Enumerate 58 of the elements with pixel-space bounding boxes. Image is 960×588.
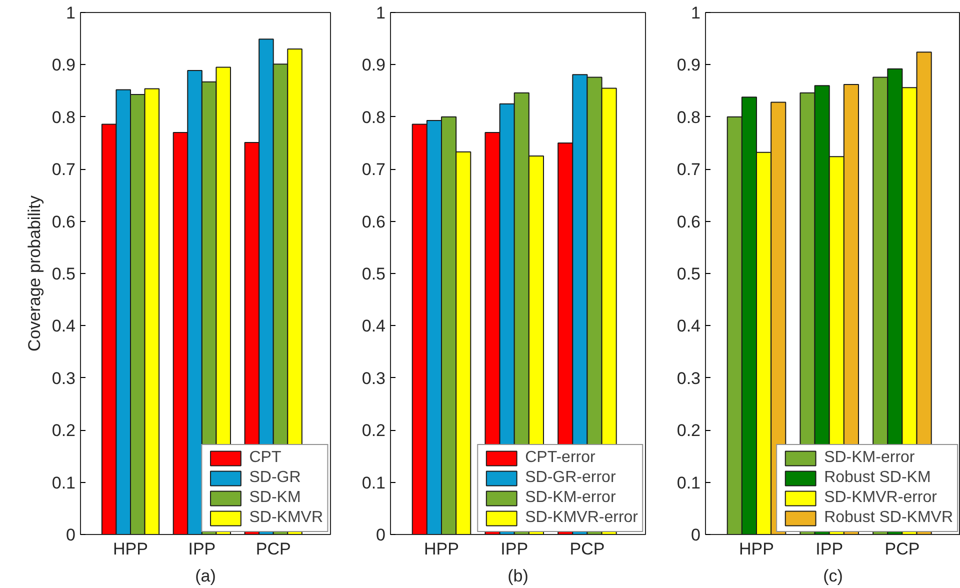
y-tick-label: 0.3 [362, 368, 386, 388]
legend-label: SD-GR-error [525, 469, 616, 487]
x-axis-title: (b) [508, 566, 528, 586]
x-tick-label: IPP [816, 540, 844, 558]
x-tick-label: PCP [256, 540, 291, 558]
x-axis-title: (c) [823, 566, 843, 586]
x-tick-label: HPP [739, 540, 774, 558]
y-tick-label: 0.3 [676, 368, 701, 388]
y-tick-label: 0.5 [676, 264, 701, 284]
y-tick-label: 0.1 [362, 473, 386, 492]
legend-label: Robust SD-KMVR [824, 509, 953, 527]
y-tick-label: 0.9 [362, 56, 386, 75]
y-tick-label: 0.5 [362, 264, 386, 284]
y-tick-label: 0.7 [676, 160, 701, 180]
y-tick-label: 1 [66, 4, 76, 22]
y-tick-label: 0.8 [52, 108, 76, 127]
y-tick-label: 0.6 [676, 212, 701, 232]
y-tick-label: 0.8 [362, 108, 386, 127]
y-tick-label: 0.2 [676, 421, 701, 440]
x-axis-title: (a) [195, 566, 216, 586]
x-tick-label: IPP [500, 540, 528, 558]
legend-label: CPT [249, 449, 282, 467]
y-tick-label: 0.7 [362, 160, 386, 180]
y-tick-label: 0.9 [52, 56, 76, 75]
y-tick-label: 0.9 [676, 56, 701, 75]
y-tick-label: 0.4 [362, 316, 386, 336]
x-tick-label: HPP [424, 540, 459, 558]
y-tick-label: 0 [66, 526, 76, 544]
y-tick-label: 0 [691, 526, 701, 544]
y-tick-label: 0 [376, 526, 386, 544]
legend-label: SD-KMVR [249, 509, 323, 527]
legend-label: SD-KM [249, 489, 301, 507]
y-tick-label: 0.2 [52, 421, 76, 440]
y-tick-label: 0.4 [52, 316, 76, 336]
legend-label: SD-GR [249, 469, 301, 487]
y-tick-label: 1 [376, 4, 386, 22]
y-tick-label: 0.5 [52, 264, 76, 284]
legend-label: SD-KMVR-error [525, 509, 638, 527]
x-tick-label: HPP [113, 540, 148, 558]
y-tick-label: 0.1 [676, 473, 701, 492]
y-tick-label: 0.1 [52, 473, 76, 492]
legend-label: SD-KM-error [525, 489, 616, 507]
legend-label: SD-KMVR-error [824, 489, 937, 507]
y-tick-label: 0.7 [52, 160, 76, 180]
y-tick-label: 0.4 [676, 316, 701, 336]
legend-label: SD-KM-error [824, 449, 915, 467]
y-tick-label: 0.6 [362, 212, 386, 232]
x-tick-label: PCP [884, 540, 920, 558]
y-axis-title: Coverage probability [24, 195, 44, 352]
y-tick-label: 0.2 [362, 421, 386, 440]
y-tick-label: 0.6 [52, 212, 76, 232]
y-tick-label: 0.3 [52, 368, 76, 388]
legend-label: CPT-error [525, 449, 596, 467]
y-tick-label: 0.8 [676, 108, 701, 127]
x-tick-label: IPP [188, 540, 216, 558]
x-tick-label: PCP [570, 540, 605, 558]
legend-label: Robust SD-KM [824, 469, 931, 487]
y-tick-label: 1 [691, 4, 701, 22]
